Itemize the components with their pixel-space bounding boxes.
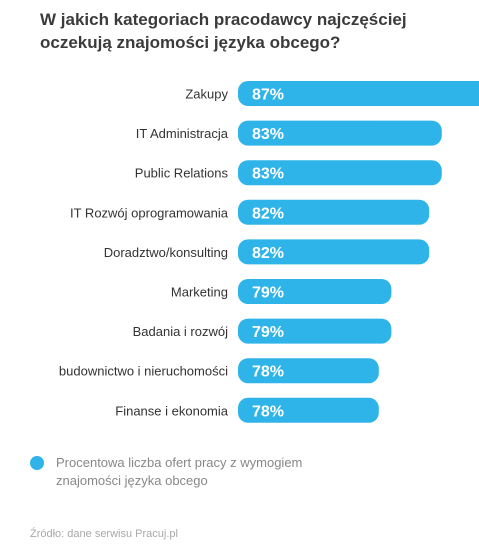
bar-value-label: 83% [252,126,284,143]
legend: Procentowa liczba ofert pracy z wymogiem… [30,454,450,490]
bar-7 [238,318,392,344]
bar-value-label: 82% [252,245,284,262]
bar-5 [238,239,430,265]
bar-value-label: 79% [252,324,284,341]
category-label: Zakupy [185,87,228,102]
bar-4 [238,199,430,225]
bar-value-label: 78% [252,364,284,381]
source-note: Źródło: dane serwisu Pracuj.pl [30,528,178,540]
legend-label: Procentowa liczba ofert pracy z wymogiem… [56,455,303,488]
legend-swatch [30,456,44,470]
bar-value-label: 78% [252,403,284,420]
bar-1 [238,81,479,106]
bar-2 [238,120,442,146]
bar-value-label: 79% [252,285,284,302]
category-label: Marketing [171,285,228,300]
category-label: IT Rozwój oprogramowania [70,205,229,220]
chart-title: W jakich kategoriach pracodawcy najczęśc… [40,10,407,52]
bar-value-label: 82% [252,205,284,222]
category-label: budownictwo i nieruchomości [59,364,228,379]
category-label: IT Administracja [136,126,229,141]
bar-value-label: 87% [252,87,284,104]
bar-6 [238,279,392,304]
bar-3 [238,160,442,186]
category-label: Doradztwo/konsulting [104,245,228,260]
bar-8 [238,358,379,384]
category-label: Badania i rozwój [133,324,228,339]
bar-chart: 87% Zakupy 83% IT Administracja 83% Public Re… [59,81,479,423]
category-label: Finanse i ekonomia [115,403,228,418]
bar-9 [238,397,379,423]
category-label: Public Relations [135,166,229,181]
bar-value-label: 83% [252,166,284,183]
